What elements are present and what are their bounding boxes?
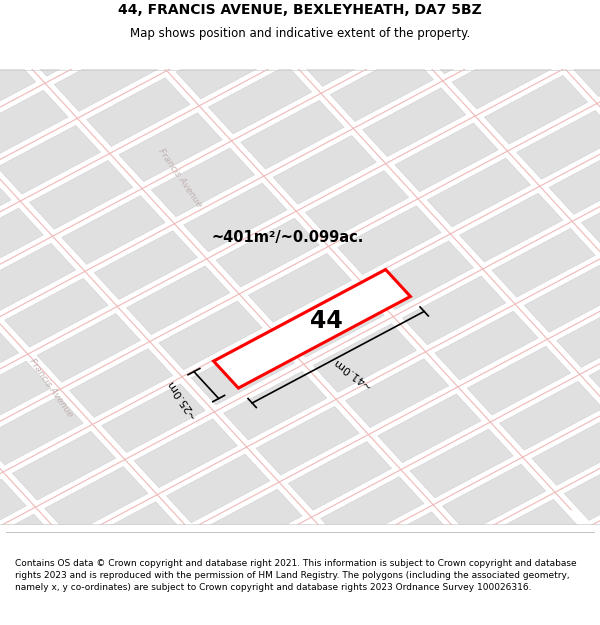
Polygon shape [346, 359, 449, 428]
Polygon shape [94, 231, 197, 299]
Polygon shape [338, 206, 441, 274]
Polygon shape [0, 326, 19, 395]
Polygon shape [0, 549, 91, 618]
Polygon shape [0, 479, 26, 548]
Polygon shape [119, 113, 223, 182]
Polygon shape [231, 524, 335, 593]
Text: 44, FRANCIS AVENUE, BEXLEYHEATH, DA7 5BZ: 44, FRANCIS AVENUE, BEXLEYHEATH, DA7 5BZ [118, 3, 482, 18]
Polygon shape [517, 111, 600, 179]
Text: ~401m²/~0.099ac.: ~401m²/~0.099ac. [212, 230, 364, 245]
Polygon shape [298, 18, 401, 86]
Polygon shape [288, 441, 392, 510]
Polygon shape [256, 406, 359, 475]
Polygon shape [387, 0, 491, 39]
Polygon shape [214, 269, 410, 388]
Polygon shape [62, 196, 165, 264]
Polygon shape [370, 241, 473, 309]
Polygon shape [0, 208, 43, 277]
Polygon shape [151, 148, 254, 217]
Polygon shape [353, 512, 457, 581]
Polygon shape [305, 171, 409, 239]
Polygon shape [403, 276, 506, 345]
Polygon shape [176, 30, 280, 99]
Polygon shape [109, 537, 213, 606]
Text: Francis Avenue: Francis Avenue [157, 148, 203, 209]
Polygon shape [70, 349, 173, 418]
Polygon shape [273, 136, 376, 204]
Polygon shape [54, 42, 158, 111]
Polygon shape [362, 88, 466, 157]
Polygon shape [12, 431, 116, 500]
Text: Map shows position and indicative extent of the property.: Map shows position and indicative extent… [130, 28, 470, 40]
Polygon shape [77, 502, 181, 571]
Polygon shape [22, 8, 125, 76]
Polygon shape [532, 416, 600, 485]
Polygon shape [0, 20, 4, 89]
Polygon shape [0, 243, 76, 312]
Polygon shape [419, 5, 523, 74]
Polygon shape [102, 384, 205, 452]
Polygon shape [159, 301, 262, 370]
Polygon shape [208, 65, 312, 134]
Polygon shape [524, 264, 600, 332]
Polygon shape [395, 123, 498, 192]
Polygon shape [377, 394, 481, 462]
Polygon shape [475, 499, 578, 568]
Text: ~41.0m: ~41.0m [331, 355, 373, 389]
Text: Contains OS data © Crown copyright and database right 2021. This information is : Contains OS data © Crown copyright and d… [15, 559, 577, 592]
Polygon shape [216, 218, 319, 287]
Polygon shape [191, 336, 295, 405]
Polygon shape [499, 381, 600, 450]
Polygon shape [442, 464, 546, 533]
Polygon shape [581, 181, 600, 249]
Polygon shape [127, 266, 230, 334]
Polygon shape [184, 183, 287, 252]
Polygon shape [0, 173, 11, 242]
Polygon shape [492, 228, 595, 297]
Polygon shape [589, 334, 600, 402]
Polygon shape [557, 299, 600, 368]
Polygon shape [86, 78, 190, 146]
Polygon shape [265, 0, 369, 51]
Polygon shape [320, 477, 424, 546]
Polygon shape [484, 76, 588, 144]
Polygon shape [564, 452, 600, 521]
Polygon shape [134, 419, 238, 488]
Polygon shape [427, 158, 530, 227]
Polygon shape [460, 193, 563, 262]
Polygon shape [199, 489, 302, 558]
Polygon shape [166, 454, 270, 522]
Polygon shape [541, 0, 600, 61]
Polygon shape [44, 466, 148, 535]
Polygon shape [29, 161, 133, 229]
Polygon shape [549, 146, 600, 214]
Polygon shape [241, 101, 344, 169]
Polygon shape [410, 429, 514, 498]
Polygon shape [37, 314, 140, 382]
Polygon shape [224, 371, 327, 440]
Polygon shape [467, 346, 571, 415]
Polygon shape [574, 28, 600, 96]
Polygon shape [0, 514, 59, 583]
Polygon shape [0, 0, 93, 41]
Text: Francis Avenue: Francis Avenue [28, 357, 74, 419]
Polygon shape [313, 324, 416, 392]
Polygon shape [143, 0, 247, 64]
Polygon shape [0, 396, 83, 465]
Polygon shape [0, 90, 68, 159]
Polygon shape [330, 52, 434, 121]
Polygon shape [0, 361, 51, 430]
Polygon shape [452, 40, 556, 109]
Text: 44: 44 [310, 309, 343, 333]
Polygon shape [385, 547, 489, 616]
Polygon shape [435, 311, 538, 380]
Text: ~25.0m: ~25.0m [165, 377, 199, 419]
Polygon shape [5, 278, 108, 347]
Polygon shape [0, 126, 101, 194]
Polygon shape [248, 253, 352, 322]
Polygon shape [281, 289, 384, 357]
Polygon shape [0, 55, 36, 124]
